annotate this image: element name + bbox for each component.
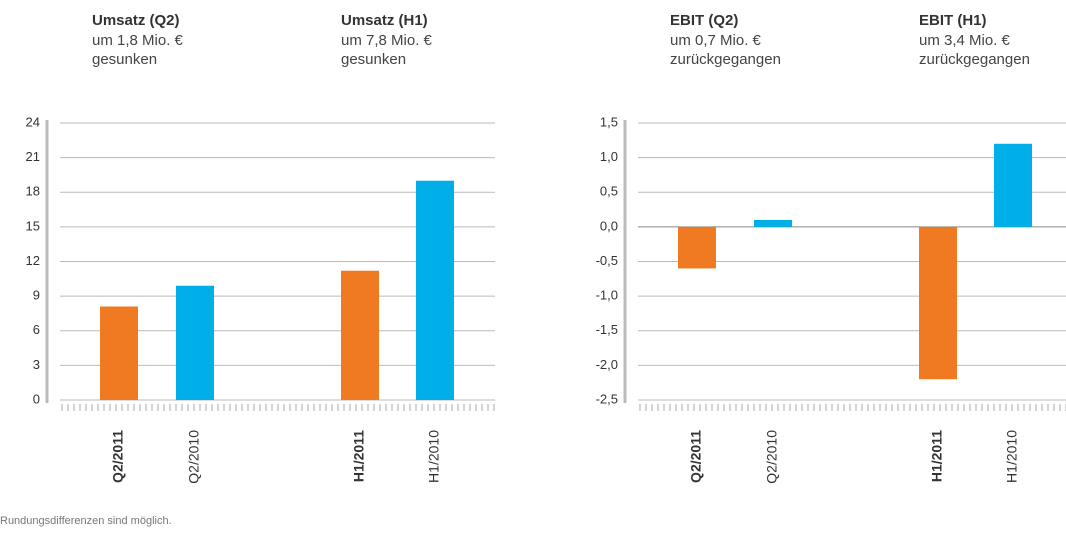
annotation-title: Umsatz (H1) xyxy=(341,12,428,29)
x-tick-label: Q2/2011 xyxy=(110,430,126,483)
y-tick-label: 0,0 xyxy=(600,218,618,233)
y-tick-label: -0,5 xyxy=(596,253,618,268)
y-tick-label: 0,5 xyxy=(600,184,618,199)
y-tick-label: 6 xyxy=(33,322,40,337)
y-tick-label: -1,0 xyxy=(596,288,618,303)
y-tick-label: 9 xyxy=(33,288,40,303)
annotation-text: um 7,8 Mio. € xyxy=(341,32,433,49)
x-tick-label: Q2/2011 xyxy=(688,430,704,483)
y-tick-label: 3 xyxy=(33,357,40,372)
annotation-text: zurückgegangen xyxy=(670,51,781,68)
x-tick-label: H1/2010 xyxy=(1004,430,1020,483)
y-tick-label: 0 xyxy=(33,391,40,406)
x-tick-label: H1/2011 xyxy=(929,430,945,482)
annotation-title: EBIT (Q2) xyxy=(670,12,738,29)
y-tick-label: 15 xyxy=(26,218,40,233)
y-tick-label: 21 xyxy=(26,149,40,164)
annotation-title: Umsatz (Q2) xyxy=(92,12,180,29)
x-tick-label: Q2/2010 xyxy=(764,430,780,484)
bar xyxy=(678,226,716,269)
y-tick-label: 18 xyxy=(26,184,40,199)
bar xyxy=(100,306,138,400)
y-tick-label: -1,5 xyxy=(596,322,618,337)
x-tick-label: Q2/2010 xyxy=(186,430,202,484)
bar xyxy=(994,143,1032,227)
x-tick-label: H1/2011 xyxy=(351,430,367,482)
annotation-text: gesunken xyxy=(341,51,406,68)
y-tick-label: 24 xyxy=(26,114,40,129)
annotation-text: um 3,4 Mio. € xyxy=(919,32,1011,49)
annotation-text: gesunken xyxy=(92,51,157,68)
y-tick-label: -2,5 xyxy=(596,391,618,406)
annotation-text: um 0,7 Mio. € xyxy=(670,32,762,49)
bar xyxy=(416,180,454,400)
y-tick-label: 12 xyxy=(26,253,40,268)
bar xyxy=(919,226,957,380)
y-tick-label: 1,5 xyxy=(600,114,618,129)
bar xyxy=(341,270,379,400)
bar xyxy=(176,285,214,400)
annotation-text: zurückgegangen xyxy=(919,51,1030,68)
bar xyxy=(754,219,792,227)
y-tick-label: -2,0 xyxy=(596,357,618,372)
annotation-title: EBIT (H1) xyxy=(919,12,987,29)
footnote: Rundungsdifferenzen sind möglich. xyxy=(0,515,172,527)
x-tick-label: H1/2010 xyxy=(426,430,442,483)
y-tick-label: 1,0 xyxy=(600,149,618,164)
annotation-text: um 1,8 Mio. € xyxy=(92,32,184,49)
